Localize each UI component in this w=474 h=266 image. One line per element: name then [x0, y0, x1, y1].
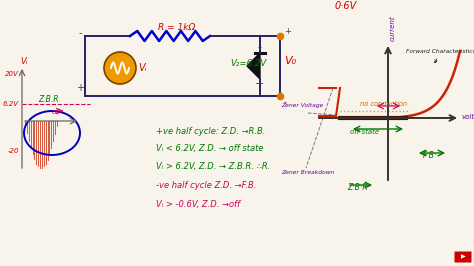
FancyBboxPatch shape	[455, 251, 472, 263]
Text: -20: -20	[8, 148, 19, 154]
Text: +: +	[284, 27, 291, 35]
Polygon shape	[247, 53, 260, 79]
Text: Z·B·R·: Z·B·R·	[347, 184, 370, 193]
Text: Forward Characteristics: Forward Characteristics	[406, 49, 474, 63]
Text: 0·6V: 0·6V	[335, 1, 357, 11]
Text: F·B·: F·B·	[423, 152, 438, 160]
Text: off: off	[52, 109, 61, 115]
Circle shape	[104, 52, 136, 84]
Text: off state: off state	[350, 129, 379, 135]
Text: +ve half cycle: Z.D. →R.B.: +ve half cycle: Z.D. →R.B.	[156, 127, 265, 135]
Text: V₂=6.2V: V₂=6.2V	[230, 60, 266, 69]
Text: -: -	[284, 98, 287, 107]
Text: -ve half cycle Z.D. →F.B.: -ve half cycle Z.D. →F.B.	[156, 181, 256, 190]
Text: -: -	[78, 28, 82, 38]
Text: voltage: voltage	[462, 114, 474, 120]
Text: R = 1kΩ: R = 1kΩ	[158, 23, 195, 32]
Text: Zener Breakdown: Zener Breakdown	[281, 171, 334, 176]
Text: 6.2V: 6.2V	[3, 101, 19, 107]
Text: Vᵢ < 6.2V, Z.D. → off state: Vᵢ < 6.2V, Z.D. → off state	[156, 144, 264, 153]
Text: Vᵢ > -0.6V, Z.D. →off: Vᵢ > -0.6V, Z.D. →off	[156, 200, 240, 209]
Text: -: -	[257, 42, 261, 52]
Text: Z.B.R: Z.B.R	[38, 95, 58, 105]
Text: Vᵢ: Vᵢ	[20, 56, 27, 65]
Text: Zener Voltage: Zener Voltage	[281, 103, 323, 109]
Text: current: current	[390, 15, 396, 41]
Text: +: +	[76, 83, 84, 93]
Text: Vᵢ: Vᵢ	[138, 63, 146, 73]
Text: +: +	[255, 79, 264, 89]
Text: no conduction: no conduction	[360, 101, 407, 107]
Text: 20V: 20V	[5, 71, 19, 77]
Text: ▶: ▶	[461, 255, 465, 260]
Text: Vᵢ > 6.2V, Z.D. → Z.B.R. ∴R.: Vᵢ > 6.2V, Z.D. → Z.B.R. ∴R.	[156, 161, 270, 171]
Text: V₀: V₀	[284, 56, 296, 66]
